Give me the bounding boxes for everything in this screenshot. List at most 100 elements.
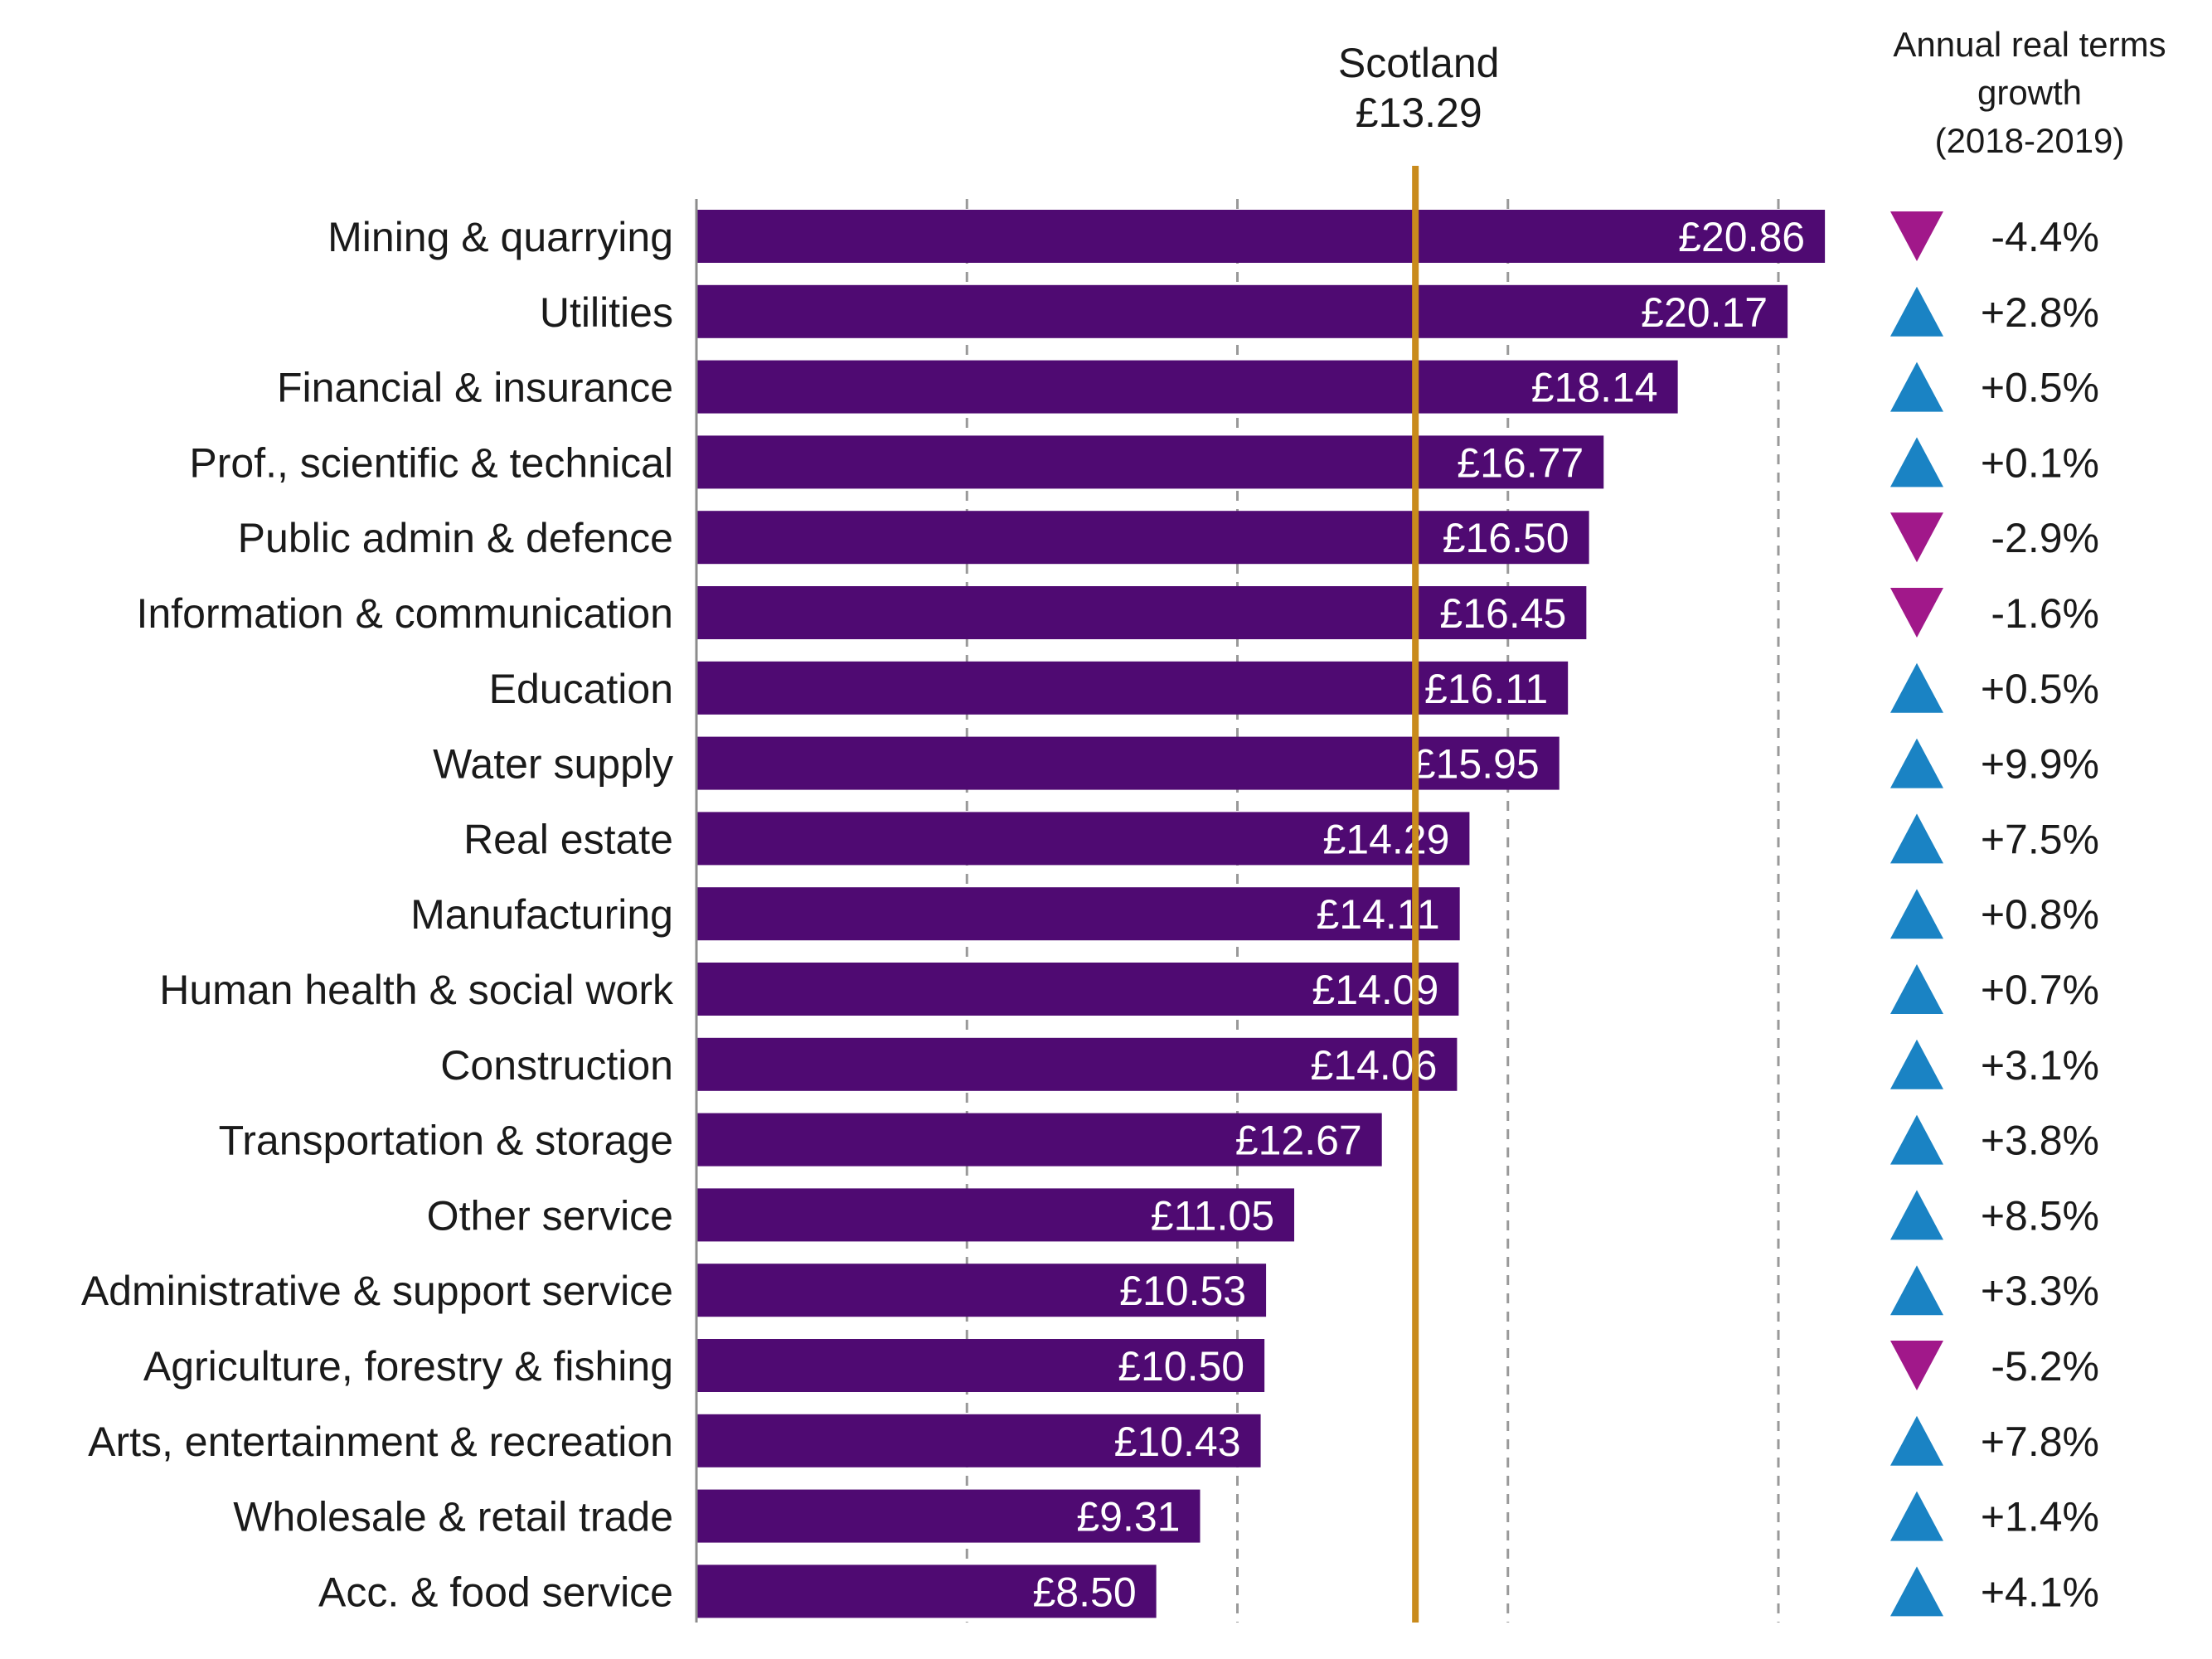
growth-label-other-service: +8.5% <box>1981 1192 2099 1239</box>
up-arrow-icon-education <box>1890 662 1943 713</box>
down-arrow-icon-agriculture-forestry-and-fishing <box>1890 1341 1943 1390</box>
growth-column-header: Annual real terms growth (2018-2019) <box>1893 25 2166 160</box>
category-label-mining-and-quarrying: Mining & quarrying <box>327 214 673 260</box>
down-arrow-icon-public-admin-and-defence <box>1890 512 1943 563</box>
category-label-real-estate: Real estate <box>463 816 673 862</box>
bar-transportation-and-storage <box>696 1113 1382 1167</box>
growth-label-information-and-communication: -1.6% <box>1991 590 2099 637</box>
value-label-arts-entertainment-and-recreation: £10.43 <box>1114 1419 1241 1465</box>
bar-mining-and-quarrying <box>696 210 1826 263</box>
growth-label-wholesale-and-retail-trade: +1.4% <box>1981 1494 2099 1540</box>
growth-label-mining-and-quarrying: -4.4% <box>1991 214 2099 260</box>
category-label-agriculture-forestry-and-fishing: Agriculture, forestry & fishing <box>143 1343 673 1390</box>
bar-education <box>696 661 1569 715</box>
growth-label-prof-scientific-and-technical: +0.1% <box>1981 439 2099 486</box>
growth-label-manufacturing: +0.8% <box>1981 891 2099 938</box>
bar-prof-scientific-and-technical <box>696 435 1604 489</box>
category-label-wholesale-and-retail-trade: Wholesale & retail trade <box>233 1494 673 1540</box>
bar-manufacturing <box>696 887 1460 941</box>
scotland-reference-value: £13.29 <box>1356 90 1482 136</box>
category-label-utilities: Utilities <box>540 289 673 336</box>
growth-label-human-health-and-social-work: +0.7% <box>1981 967 2099 1013</box>
growth-label-financial-and-insurance: +0.5% <box>1981 365 2099 411</box>
value-label-other-service: £11.05 <box>1151 1192 1274 1239</box>
value-label-administrative-and-support-service: £10.53 <box>1119 1268 1246 1314</box>
bar-real-estate <box>696 812 1470 866</box>
bar-utilities <box>696 284 1788 338</box>
growth-label-education: +0.5% <box>1981 666 2099 712</box>
bar-public-admin-and-defence <box>696 511 1589 565</box>
up-arrow-icon-prof-scientific-and-technical <box>1890 437 1943 488</box>
category-label-other-service: Other service <box>427 1192 673 1239</box>
category-labels: Mining & quarrying Utilities Financial & i… <box>81 214 674 1615</box>
bar-wholesale-and-retail-trade <box>696 1489 1201 1543</box>
down-arrow-icon-mining-and-quarrying <box>1890 211 1943 261</box>
category-label-construction: Construction <box>440 1042 673 1089</box>
value-label-mining-and-quarrying: £20.86 <box>1678 214 1805 260</box>
growth-label-acc-and-food-service: +4.1% <box>1981 1569 2099 1615</box>
growth-label-real-estate: +7.5% <box>1981 816 2099 862</box>
up-arrow-icon-real-estate <box>1890 813 1943 864</box>
value-label-acc-and-food-service: £8.50 <box>1033 1569 1137 1615</box>
growth-label-arts-entertainment-and-recreation: +7.8% <box>1981 1419 2099 1465</box>
growth-label-water-supply: +9.9% <box>1981 741 2099 788</box>
value-label-human-health-and-social-work: £14.09 <box>1312 967 1438 1013</box>
up-arrow-icon-transportation-and-storage <box>1890 1114 1943 1165</box>
value-label-water-supply: £15.95 <box>1413 741 1540 788</box>
up-arrow-icon-utilities <box>1890 286 1943 337</box>
category-label-transportation-and-storage: Transportation & storage <box>219 1118 673 1164</box>
category-label-water-supply: Water supply <box>433 741 673 788</box>
growth-header-line-2: growth <box>1977 73 2082 112</box>
category-label-administrative-and-support-service: Administrative & support service <box>81 1268 673 1314</box>
value-label-wholesale-and-retail-trade: £9.31 <box>1076 1494 1180 1540</box>
up-arrow-icon-water-supply <box>1890 738 1943 788</box>
bar-construction <box>696 1037 1458 1091</box>
growth-label-administrative-and-support-service: +3.3% <box>1981 1268 2099 1314</box>
category-label-financial-and-insurance: Financial & insurance <box>277 365 673 411</box>
category-label-manufacturing: Manufacturing <box>410 891 673 938</box>
value-label-financial-and-insurance: £18.14 <box>1531 365 1658 411</box>
value-label-utilities: £20.17 <box>1641 289 1768 336</box>
scotland-reference-label: Scotland <box>1338 40 1500 86</box>
category-label-education: Education <box>489 666 673 712</box>
value-label-transportation-and-storage: £12.67 <box>1235 1118 1362 1164</box>
down-arrow-icon-information-and-communication <box>1890 588 1943 638</box>
category-label-information-and-communication: Information & communication <box>136 590 673 637</box>
up-arrow-icon-administrative-and-support-service <box>1890 1265 1943 1316</box>
bar-acc-and-food-service <box>696 1564 1157 1618</box>
up-arrow-icon-construction <box>1890 1039 1943 1089</box>
growth-label-construction: +3.1% <box>1981 1042 2099 1089</box>
category-label-prof-scientific-and-technical: Prof., scientific & technical <box>189 439 673 486</box>
category-label-acc-and-food-service: Acc. & food service <box>318 1569 673 1615</box>
value-label-information-and-communication: £16.45 <box>1439 590 1566 637</box>
growth-label-agriculture-forestry-and-fishing: -5.2% <box>1991 1343 2099 1390</box>
bar-arts-entertainment-and-recreation <box>696 1414 1261 1467</box>
bar-agriculture-forestry-and-fishing <box>696 1339 1265 1392</box>
growth-column: -4.4% +2.8% +0.5% +0.1% -2.9% -1.6% +0.5% +9.9%… <box>1890 211 2099 1617</box>
up-arrow-icon-wholesale-and-retail-trade <box>1890 1491 1943 1541</box>
bar-human-health-and-social-work <box>696 963 1459 1016</box>
growth-label-public-admin-and-defence: -2.9% <box>1991 515 2099 561</box>
scotland-reference: Scotland £13.29 <box>1338 40 1500 1623</box>
bar-administrative-and-support-service <box>696 1264 1267 1317</box>
value-label-manufacturing: £14.11 <box>1316 891 1439 938</box>
value-label-public-admin-and-defence: £16.50 <box>1443 515 1569 561</box>
value-label-real-estate: £14.29 <box>1322 816 1449 862</box>
value-label-agriculture-forestry-and-fishing: £10.50 <box>1118 1343 1244 1390</box>
up-arrow-icon-acc-and-food-service <box>1890 1566 1943 1617</box>
bar-information-and-communication <box>696 586 1587 639</box>
growth-header-line-3: (2018-2019) <box>1935 121 2125 160</box>
bar-financial-and-insurance <box>696 360 1678 414</box>
growth-label-utilities: +2.8% <box>1981 289 2099 336</box>
category-label-public-admin-and-defence: Public admin & defence <box>238 515 673 561</box>
up-arrow-icon-other-service <box>1890 1190 1943 1240</box>
bar-other-service <box>696 1188 1295 1242</box>
category-label-human-health-and-social-work: Human health & social work <box>159 967 674 1013</box>
up-arrow-icon-human-health-and-social-work <box>1890 964 1943 1014</box>
bars: £20.86 £20.17 £18.14 £16.77 £16.50 £16.45 £16.… <box>696 210 1826 1618</box>
up-arrow-icon-financial-and-insurance <box>1890 361 1943 412</box>
up-arrow-icon-manufacturing <box>1890 889 1943 939</box>
up-arrow-icon-arts-entertainment-and-recreation <box>1890 1415 1943 1466</box>
growth-header-line-1: Annual real terms <box>1893 25 2166 64</box>
